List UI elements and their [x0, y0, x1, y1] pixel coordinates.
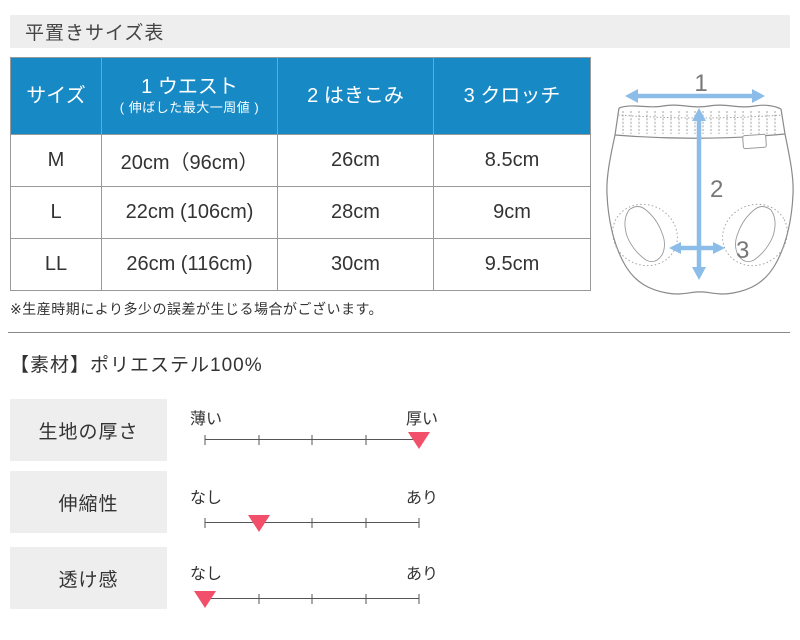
scale-tick: [204, 435, 206, 445]
size-table: サイズ 1 ウエスト ( 伸ばした最大一周値 ) 2 はきこみ 3 クロッチ M…: [10, 57, 591, 291]
attribute-name-box: 生地の厚さ: [10, 399, 167, 461]
scale-tick: [365, 435, 366, 445]
scale-tick: [258, 435, 259, 445]
col-header-waist: 1 ウエスト ( 伸ばした最大一周値 ): [102, 58, 277, 134]
scale-left-label: 薄い: [190, 411, 223, 428]
table-row-ll-waist: 26cm (116cm): [102, 239, 277, 290]
scale-tick: [365, 594, 366, 604]
attribute-scale-endpoints: 薄い 厚い: [190, 405, 438, 429]
col-header-waist-main: 1 ウエスト: [141, 76, 238, 99]
attribute-scale-track: [204, 515, 420, 532]
scale-tick: [204, 518, 206, 528]
attribute-row-sheerness: 透け感 なし あり: [10, 547, 440, 609]
table-row-m-crotch: 8.5cm: [434, 135, 590, 186]
waistband-shirring: [622, 111, 776, 134]
table-row-ll-size: LL: [11, 239, 101, 290]
scale-tick: [418, 594, 420, 604]
col-header-size: サイズ: [11, 58, 101, 134]
scale-right-label: あり: [405, 490, 438, 507]
scale-left-label: なし: [190, 566, 223, 583]
diagram-label-waist: 1: [694, 70, 707, 97]
table-row-l-waist: 22cm (106cm): [102, 187, 277, 238]
scale-left-label: なし: [190, 490, 223, 507]
scale-right-label: 厚い: [405, 411, 438, 428]
scale-tick: [311, 594, 313, 604]
garment-measurement-diagram: 1 2 3: [606, 70, 794, 295]
measure-arrows: [625, 89, 765, 280]
attribute-name-box: 伸縮性: [10, 471, 167, 533]
col-header-crotch: 3 クロッチ: [434, 58, 590, 134]
scale-tick: [418, 518, 420, 528]
diagram-label-rise: 2: [710, 176, 723, 203]
scale-tick: [311, 518, 313, 528]
attribute-scale-endpoints: なし あり: [190, 560, 438, 584]
table-row-l-crotch: 9cm: [434, 187, 590, 238]
diagram-label-crotch: 3: [736, 237, 749, 264]
section-divider: [8, 332, 790, 333]
table-row-m-size: M: [11, 135, 101, 186]
attribute-row-thickness: 生地の厚さ 薄い 厚い: [10, 399, 440, 461]
col-header-waist-sub: ( 伸ばした最大一周値 ): [119, 100, 260, 116]
attribute-row-stretch: 伸縮性 なし あり: [10, 471, 440, 533]
level-marker-icon: [194, 591, 216, 608]
attribute-scale-endpoints: なし あり: [190, 484, 438, 508]
scale-tick: [258, 594, 259, 604]
scale-right-label: あり: [405, 566, 438, 583]
material-info: 【素材】ポリエステル100%: [10, 355, 263, 376]
table-row-l-rise: 28cm: [278, 187, 433, 238]
attribute-name-box: 透け感: [10, 547, 167, 609]
col-header-rise: 2 はきこみ: [278, 58, 433, 134]
scale-tick: [365, 518, 366, 528]
level-marker-icon: [247, 515, 270, 532]
size-tag: [742, 133, 767, 150]
production-disclaimer-note: ※生産時期により多少の誤差が生じる場合がございます。: [10, 301, 384, 317]
table-row-l-size: L: [11, 187, 101, 238]
waistband-stitch-line: [617, 114, 783, 119]
page-title: 平置きサイズ表: [25, 23, 165, 44]
title-band: 平置きサイズ表: [10, 15, 790, 48]
table-row-m-waist: 20cm（96cm）: [102, 135, 277, 186]
table-row-ll-crotch: 9.5cm: [434, 239, 590, 290]
table-row-m-rise: 26cm: [278, 135, 433, 186]
level-marker-icon: [408, 432, 430, 449]
attribute-scale-track: [194, 591, 420, 608]
table-row-ll-rise: 30cm: [278, 239, 433, 290]
scale-tick: [311, 435, 313, 445]
attribute-scale-track: [204, 432, 430, 449]
